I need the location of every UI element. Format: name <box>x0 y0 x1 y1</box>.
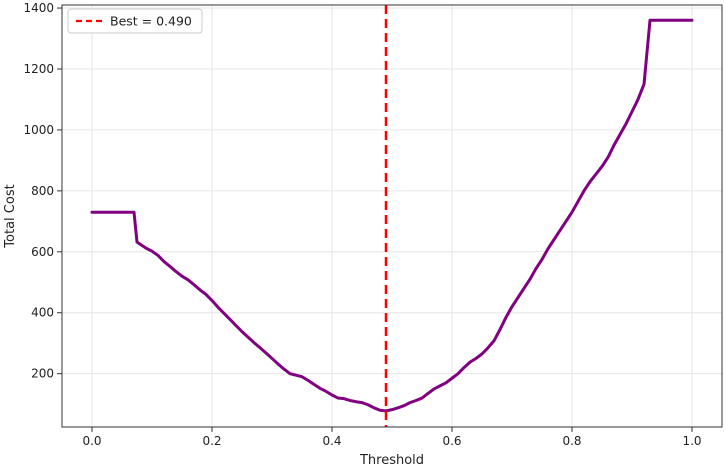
plot-area <box>90 5 694 427</box>
x-tick-label: 0.0 <box>82 434 101 448</box>
legend-box <box>67 8 203 34</box>
x-axis: 0.0 0.2 0.4 0.6 0.8 1.0 <box>82 427 702 448</box>
y-axis-label: Total Cost <box>3 184 18 248</box>
y-tick-label: 200 <box>31 367 54 381</box>
x-tick-label: 0.8 <box>562 434 581 448</box>
y-tick-label: 400 <box>31 306 54 320</box>
x-tick-label: 1.0 <box>682 434 701 448</box>
x-axis-label: Threshold <box>359 453 424 467</box>
y-tick-label: 1200 <box>23 62 54 76</box>
y-tick-label: 600 <box>31 245 54 259</box>
x-tick-label: 0.4 <box>322 434 341 448</box>
y-tick-label: 1400 <box>23 1 54 15</box>
cost-series-line <box>90 18 694 413</box>
y-tick-label: 800 <box>31 184 54 198</box>
x-tick-label: 0.6 <box>442 434 461 448</box>
y-axis: 200 400 600 800 1000 1200 1400 <box>23 1 62 381</box>
x-tick-label: 0.2 <box>202 434 221 448</box>
y-tick-label: 1000 <box>23 123 54 137</box>
plot-frame <box>61 4 723 428</box>
grid <box>62 5 722 427</box>
legend-label-best: Best = 0.490 <box>110 14 192 29</box>
legend: Best = 0.490 <box>67 8 203 34</box>
